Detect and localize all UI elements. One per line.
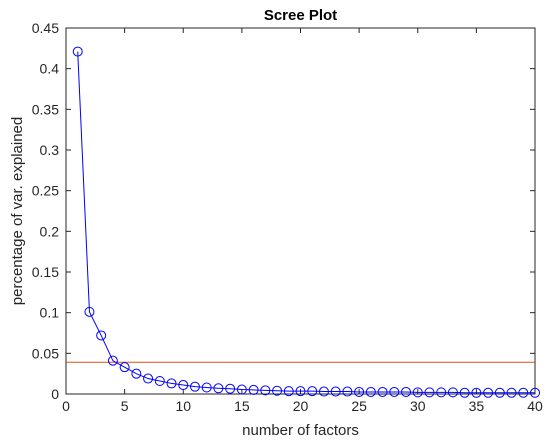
y-tick-label: 0.25 bbox=[32, 183, 59, 199]
data-point-marker bbox=[447, 387, 458, 398]
series-markers bbox=[72, 46, 540, 398]
x-tick-label: 5 bbox=[121, 398, 129, 414]
data-point-marker bbox=[471, 387, 482, 398]
y-tick-label: 0.35 bbox=[32, 101, 59, 117]
x-tick-label: 15 bbox=[234, 398, 250, 414]
series-line bbox=[77, 51, 535, 394]
data-point-marker bbox=[283, 386, 294, 397]
data-point-marker bbox=[84, 306, 95, 317]
data-point-marker bbox=[365, 386, 376, 397]
data-point-marker bbox=[272, 385, 283, 396]
data-point-marker bbox=[178, 380, 189, 391]
y-tick-label: 0.45 bbox=[32, 20, 59, 36]
data-point-marker bbox=[412, 387, 423, 398]
data-point-marker bbox=[260, 385, 271, 396]
data-point-marker bbox=[189, 381, 200, 392]
data-point-marker bbox=[96, 330, 107, 341]
x-tick-label: 25 bbox=[351, 398, 367, 414]
y-axis-title: percentage of var. explained bbox=[9, 117, 26, 305]
y-tick-label: 0.3 bbox=[40, 142, 60, 158]
data-point-marker bbox=[72, 46, 83, 57]
x-tick-label: 10 bbox=[175, 398, 191, 414]
data-point-marker bbox=[119, 362, 130, 373]
x-tick-label: 30 bbox=[410, 398, 426, 414]
data-point-marker bbox=[107, 355, 118, 366]
y-tick-label: 0.15 bbox=[32, 264, 59, 280]
data-point-marker bbox=[530, 387, 540, 398]
x-axis-ticks: 0 5 10 15 20 25 30 35 40 bbox=[62, 28, 543, 414]
data-point-marker bbox=[377, 386, 388, 397]
plot-area: 0 5 10 15 20 25 30 35 40 00.050.10.150.20.250.30… bbox=[32, 20, 543, 414]
data-point-marker bbox=[518, 387, 529, 398]
x-tick-label: 0 bbox=[62, 398, 70, 414]
data-point-marker bbox=[401, 386, 412, 397]
data-point-marker bbox=[131, 368, 142, 379]
y-tick-label: 0.05 bbox=[32, 345, 59, 361]
data-point-marker bbox=[295, 386, 306, 397]
y-tick-label: 0.2 bbox=[40, 223, 60, 239]
data-point-marker bbox=[201, 382, 212, 393]
data-point-marker bbox=[248, 384, 259, 395]
chart-title: Scree Plot bbox=[264, 7, 337, 24]
x-tick-label: 40 bbox=[527, 398, 543, 414]
data-point-marker bbox=[424, 387, 435, 398]
data-point-marker bbox=[225, 383, 236, 394]
y-tick-label: 0.4 bbox=[40, 61, 60, 77]
data-point-marker bbox=[389, 386, 400, 397]
data-point-marker bbox=[436, 387, 447, 398]
x-tick-label: 20 bbox=[293, 398, 309, 414]
data-point-marker bbox=[318, 386, 329, 397]
x-axis-title: number of factors bbox=[242, 422, 359, 439]
data-point-marker bbox=[330, 386, 341, 397]
y-tick-label: 0 bbox=[51, 386, 59, 402]
axes-box bbox=[65, 27, 536, 395]
data-point-marker bbox=[506, 387, 517, 398]
y-tick-label: 0.1 bbox=[40, 305, 60, 321]
data-point-marker bbox=[236, 384, 247, 395]
data-point-marker bbox=[166, 378, 177, 389]
data-point-marker bbox=[494, 387, 505, 398]
data-point-marker bbox=[342, 386, 353, 397]
data-point-marker bbox=[307, 386, 318, 397]
x-tick-label: 35 bbox=[469, 398, 485, 414]
data-point-marker bbox=[459, 387, 470, 398]
data-point-marker bbox=[483, 387, 494, 398]
y-axis-ticks: 0 0.05 0.1 0.15 0.2 0.25 0.3 0.35 0.4 0.45 bbox=[32, 20, 535, 402]
data-point-marker bbox=[143, 373, 154, 384]
data-point-marker bbox=[213, 383, 224, 394]
data-point-marker bbox=[354, 386, 365, 397]
data-point-marker bbox=[154, 375, 165, 386]
